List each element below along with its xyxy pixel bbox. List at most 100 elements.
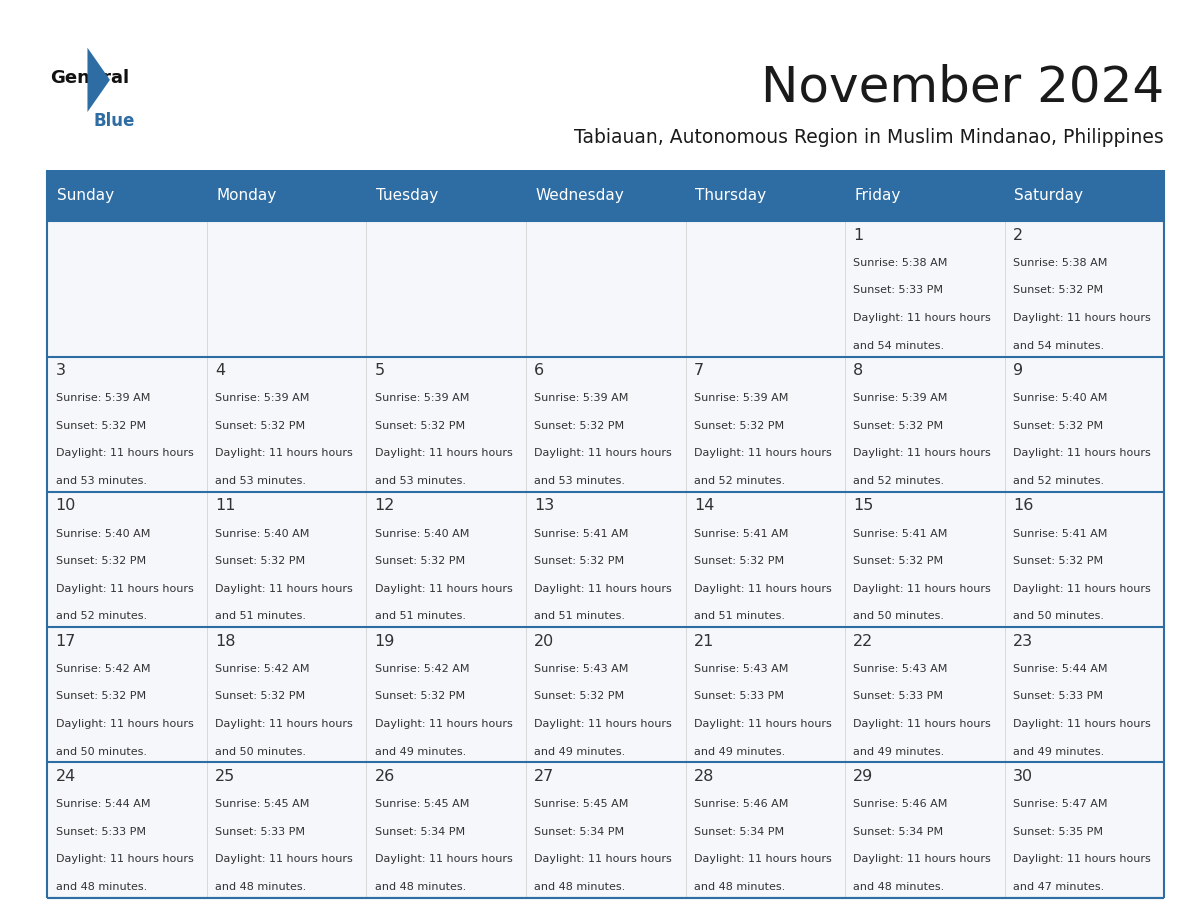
Bar <box>845 221 1005 356</box>
Text: Sunrise: 5:43 AM: Sunrise: 5:43 AM <box>694 664 788 674</box>
Text: 25: 25 <box>215 769 235 784</box>
Bar <box>526 356 685 492</box>
Text: Daylight: 11 hours hours: Daylight: 11 hours hours <box>853 584 991 594</box>
Text: 7: 7 <box>694 363 704 378</box>
Bar <box>1005 763 1164 898</box>
Text: and 49 minutes.: and 49 minutes. <box>535 746 625 756</box>
Text: and 53 minutes.: and 53 minutes. <box>215 476 307 486</box>
Text: Sunset: 5:34 PM: Sunset: 5:34 PM <box>374 827 465 836</box>
Text: 20: 20 <box>535 633 555 649</box>
Text: Sunset: 5:32 PM: Sunset: 5:32 PM <box>215 420 305 431</box>
Text: 14: 14 <box>694 498 714 513</box>
Text: and 48 minutes.: and 48 minutes. <box>853 882 944 891</box>
Text: 16: 16 <box>1013 498 1034 513</box>
Bar <box>1005 221 1164 356</box>
Bar <box>48 170 1164 221</box>
Text: Sunrise: 5:42 AM: Sunrise: 5:42 AM <box>56 664 150 674</box>
Text: Saturday: Saturday <box>1015 188 1083 203</box>
Text: Sunset: 5:33 PM: Sunset: 5:33 PM <box>694 691 784 701</box>
Text: Sunrise: 5:40 AM: Sunrise: 5:40 AM <box>374 529 469 539</box>
Text: Sunset: 5:32 PM: Sunset: 5:32 PM <box>374 420 465 431</box>
Text: Daylight: 11 hours hours: Daylight: 11 hours hours <box>56 448 194 458</box>
Text: Daylight: 11 hours hours: Daylight: 11 hours hours <box>374 719 512 729</box>
Text: Daylight: 11 hours hours: Daylight: 11 hours hours <box>535 448 672 458</box>
Text: and 52 minutes.: and 52 minutes. <box>56 611 146 621</box>
Text: 17: 17 <box>56 633 76 649</box>
Text: Sunrise: 5:44 AM: Sunrise: 5:44 AM <box>1013 664 1107 674</box>
Text: and 49 minutes.: and 49 minutes. <box>694 746 785 756</box>
Text: Sunset: 5:32 PM: Sunset: 5:32 PM <box>56 556 146 566</box>
Text: 24: 24 <box>56 769 76 784</box>
Text: Daylight: 11 hours hours: Daylight: 11 hours hours <box>535 855 672 864</box>
Bar <box>845 492 1005 627</box>
Text: and 48 minutes.: and 48 minutes. <box>535 882 625 891</box>
Text: Blue: Blue <box>94 112 134 130</box>
Text: 3: 3 <box>56 363 65 378</box>
Text: Sunset: 5:34 PM: Sunset: 5:34 PM <box>535 827 625 836</box>
Text: and 49 minutes.: and 49 minutes. <box>853 746 944 756</box>
Text: Sunset: 5:32 PM: Sunset: 5:32 PM <box>694 420 784 431</box>
Text: 4: 4 <box>215 363 226 378</box>
Bar <box>48 492 207 627</box>
Text: and 50 minutes.: and 50 minutes. <box>215 746 307 756</box>
Text: Sunset: 5:32 PM: Sunset: 5:32 PM <box>56 691 146 701</box>
Bar <box>845 763 1005 898</box>
Text: Sunrise: 5:39 AM: Sunrise: 5:39 AM <box>535 393 628 403</box>
Text: and 48 minutes.: and 48 minutes. <box>694 882 785 891</box>
Text: 5: 5 <box>374 363 385 378</box>
Bar <box>685 763 845 898</box>
Text: Daylight: 11 hours hours: Daylight: 11 hours hours <box>215 448 353 458</box>
Text: and 52 minutes.: and 52 minutes. <box>1013 476 1104 486</box>
Text: Daylight: 11 hours hours: Daylight: 11 hours hours <box>56 584 194 594</box>
Text: Daylight: 11 hours hours: Daylight: 11 hours hours <box>1013 313 1151 323</box>
Bar <box>207 492 366 627</box>
Text: and 52 minutes.: and 52 minutes. <box>694 476 785 486</box>
Text: 22: 22 <box>853 633 873 649</box>
Text: 11: 11 <box>215 498 235 513</box>
Text: and 47 minutes.: and 47 minutes. <box>1013 882 1104 891</box>
Text: and 49 minutes.: and 49 minutes. <box>1013 746 1104 756</box>
Text: and 49 minutes.: and 49 minutes. <box>374 746 466 756</box>
Bar <box>685 221 845 356</box>
Text: and 54 minutes.: and 54 minutes. <box>1013 341 1104 351</box>
Bar <box>685 356 845 492</box>
Text: Sunrise: 5:42 AM: Sunrise: 5:42 AM <box>215 664 310 674</box>
Text: Sunset: 5:32 PM: Sunset: 5:32 PM <box>1013 285 1102 296</box>
Text: Daylight: 11 hours hours: Daylight: 11 hours hours <box>694 584 832 594</box>
Bar <box>845 356 1005 492</box>
Text: Sunrise: 5:39 AM: Sunrise: 5:39 AM <box>694 393 788 403</box>
Text: Sunset: 5:32 PM: Sunset: 5:32 PM <box>853 420 943 431</box>
Text: Sunset: 5:32 PM: Sunset: 5:32 PM <box>215 556 305 566</box>
Text: Daylight: 11 hours hours: Daylight: 11 hours hours <box>853 719 991 729</box>
Bar <box>366 627 526 763</box>
Text: Sunrise: 5:39 AM: Sunrise: 5:39 AM <box>853 393 948 403</box>
Text: Daylight: 11 hours hours: Daylight: 11 hours hours <box>694 448 832 458</box>
Text: and 48 minutes.: and 48 minutes. <box>374 882 466 891</box>
Text: Daylight: 11 hours hours: Daylight: 11 hours hours <box>1013 855 1151 864</box>
Text: Sunrise: 5:40 AM: Sunrise: 5:40 AM <box>215 529 310 539</box>
Text: 23: 23 <box>1013 633 1034 649</box>
Text: Tuesday: Tuesday <box>375 188 438 203</box>
Text: Sunrise: 5:38 AM: Sunrise: 5:38 AM <box>1013 258 1107 268</box>
Text: and 50 minutes.: and 50 minutes. <box>56 746 146 756</box>
Text: Daylight: 11 hours hours: Daylight: 11 hours hours <box>694 855 832 864</box>
Text: Sunset: 5:35 PM: Sunset: 5:35 PM <box>1013 827 1102 836</box>
Bar <box>526 763 685 898</box>
Text: and 54 minutes.: and 54 minutes. <box>853 341 944 351</box>
Bar <box>48 627 207 763</box>
Text: Daylight: 11 hours hours: Daylight: 11 hours hours <box>535 719 672 729</box>
Text: Sunrise: 5:45 AM: Sunrise: 5:45 AM <box>374 800 469 809</box>
Text: Sunrise: 5:41 AM: Sunrise: 5:41 AM <box>853 529 948 539</box>
Text: Daylight: 11 hours hours: Daylight: 11 hours hours <box>374 855 512 864</box>
Text: Daylight: 11 hours hours: Daylight: 11 hours hours <box>215 719 353 729</box>
Text: Sunrise: 5:39 AM: Sunrise: 5:39 AM <box>215 393 310 403</box>
Text: November 2024: November 2024 <box>762 63 1164 111</box>
Text: 12: 12 <box>374 498 396 513</box>
Text: 27: 27 <box>535 769 555 784</box>
Text: Daylight: 11 hours hours: Daylight: 11 hours hours <box>1013 719 1151 729</box>
Bar <box>207 763 366 898</box>
Bar <box>366 763 526 898</box>
Text: Monday: Monday <box>216 188 277 203</box>
Text: and 51 minutes.: and 51 minutes. <box>215 611 307 621</box>
Text: General: General <box>50 69 128 87</box>
